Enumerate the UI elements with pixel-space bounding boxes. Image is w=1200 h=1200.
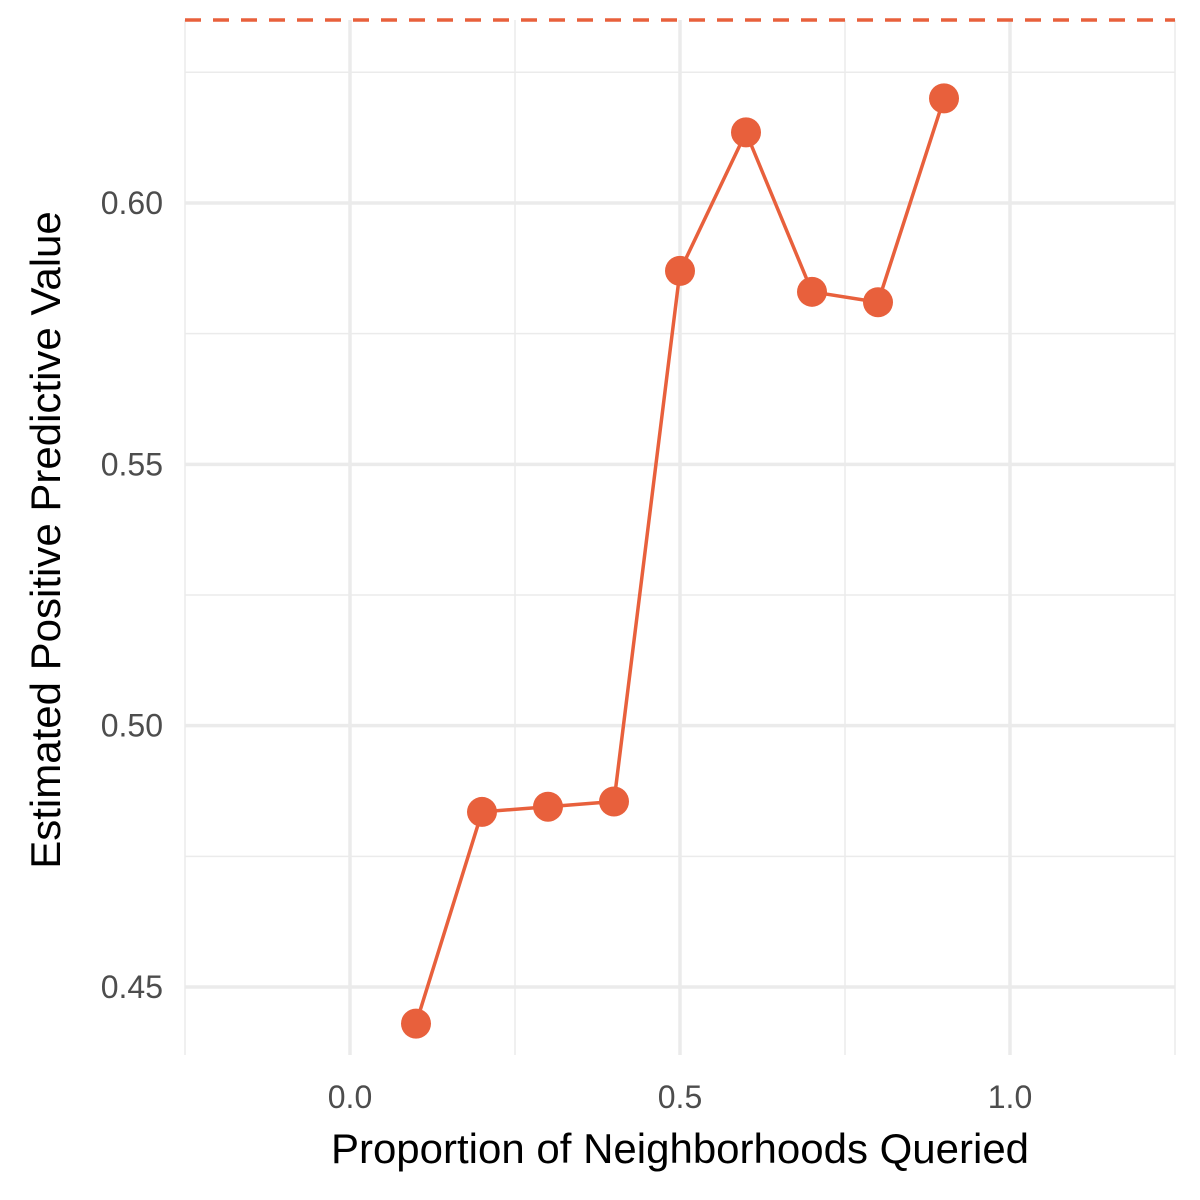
- data-point: [533, 791, 563, 822]
- data-point: [797, 276, 827, 307]
- data-point: [599, 786, 629, 817]
- y-tick-labels: 0.45 0.50 0.55 0.60: [101, 185, 163, 1005]
- data-point: [731, 117, 761, 148]
- y-tick-label: 0.60: [101, 185, 163, 221]
- data-point: [929, 83, 959, 114]
- x-tick-label: 1.0: [988, 1079, 1032, 1115]
- y-tick-label: 0.50: [101, 708, 163, 744]
- data-point: [401, 1008, 431, 1039]
- x-axis-title: Proportion of Neighborhoods Queried: [331, 1125, 1029, 1172]
- y-tick-label: 0.55: [101, 446, 163, 482]
- y-tick-label: 0.45: [101, 969, 163, 1005]
- x-tick-labels: 0.0 0.5 1.0: [328, 1079, 1032, 1115]
- x-tick-label: 0.0: [328, 1079, 372, 1115]
- x-tick-label: 0.5: [658, 1079, 702, 1115]
- data-point: [467, 796, 497, 827]
- grid-major: [185, 20, 1175, 1055]
- data-point: [665, 255, 695, 286]
- series-group: [401, 83, 959, 1039]
- y-axis-title: Estimated Positive Predictive Value: [22, 211, 69, 869]
- data-point: [863, 287, 893, 318]
